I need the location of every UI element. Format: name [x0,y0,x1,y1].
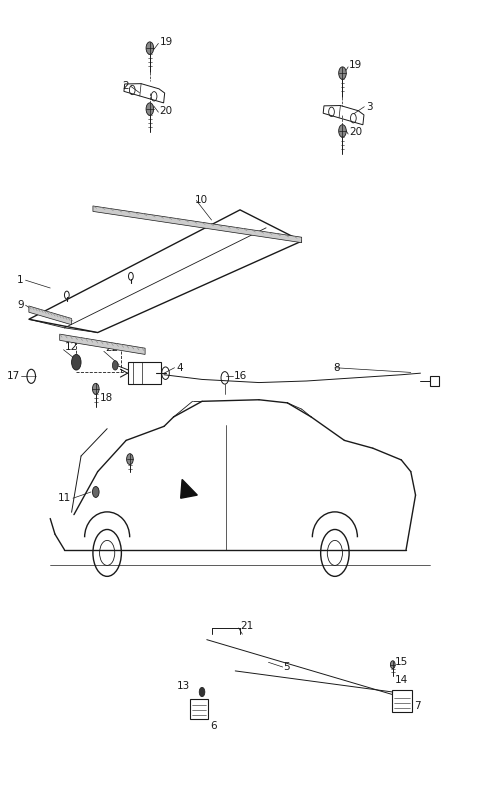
Text: 2: 2 [122,81,129,91]
Text: 15: 15 [395,657,408,667]
Circle shape [93,383,99,394]
Circle shape [112,360,118,370]
Circle shape [72,354,81,370]
Text: 7: 7 [414,701,420,711]
Text: 12: 12 [64,342,78,352]
Text: 20: 20 [159,105,172,116]
Polygon shape [93,206,301,242]
Text: 8: 8 [333,363,340,373]
Circle shape [339,67,346,79]
Circle shape [146,42,154,54]
Bar [392,690,412,712]
Text: 11: 11 [58,493,71,503]
Text: 20: 20 [349,127,362,138]
Text: 5: 5 [284,662,290,672]
Polygon shape [60,334,145,354]
Text: 22: 22 [105,343,118,353]
Text: 21: 21 [240,621,253,630]
Text: 3: 3 [366,102,372,112]
Text: 14: 14 [395,675,408,685]
Polygon shape [180,479,197,498]
Text: 13: 13 [177,681,190,691]
Circle shape [93,486,99,497]
Text: 19: 19 [159,37,173,47]
Text: 6: 6 [211,722,217,731]
Text: 18: 18 [99,394,113,403]
Text: 1: 1 [17,275,24,285]
Bar [190,699,208,719]
Text: 19: 19 [349,61,362,70]
Text: 10: 10 [194,194,207,205]
Circle shape [146,103,154,116]
Bar [430,375,439,386]
Text: 17: 17 [7,371,20,381]
Text: 16: 16 [234,371,248,382]
Circle shape [127,453,133,464]
Bar [128,362,161,384]
Circle shape [199,687,205,696]
Text: 9: 9 [17,300,24,310]
Circle shape [339,124,346,137]
Circle shape [390,661,395,669]
Text: 4: 4 [176,363,182,373]
Polygon shape [29,306,72,325]
